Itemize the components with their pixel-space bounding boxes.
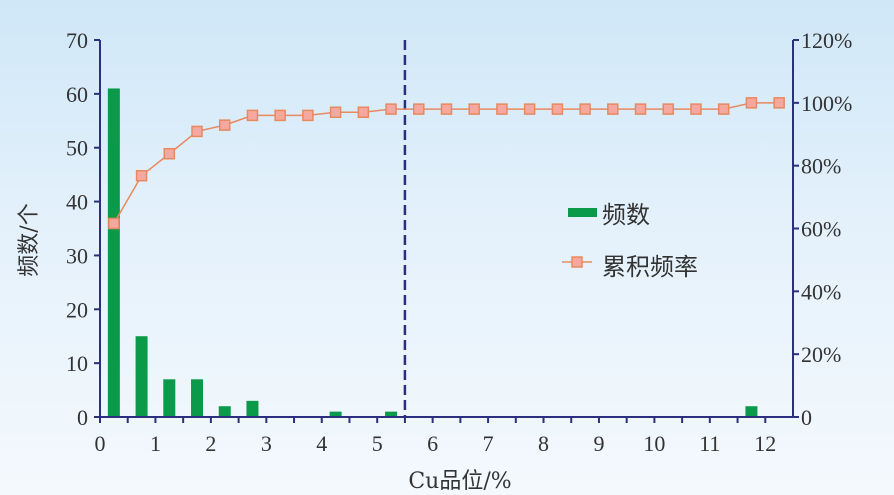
cumulative-point	[246, 109, 259, 122]
bar	[246, 400, 259, 417]
y2-tick-label: 60%	[801, 217, 841, 242]
cumulative-point	[135, 169, 148, 182]
y-axis-label: 频数/个	[17, 203, 42, 276]
x-tick-label: 12	[754, 431, 776, 456]
legend-bar-swatch	[568, 208, 597, 217]
bar	[745, 406, 758, 417]
x-axis-label: Cu品位/%	[408, 469, 511, 494]
cumulative-point	[551, 103, 564, 115]
y-tick-label: 50	[66, 136, 88, 161]
x-tick-label: 5	[372, 431, 383, 456]
cumulative-point	[690, 103, 702, 115]
cumulative-point	[607, 103, 619, 115]
cumulative-point	[773, 97, 785, 109]
x-tick-label: 2	[205, 431, 216, 456]
cumulative-point	[218, 119, 231, 131]
cumulative-point	[108, 217, 120, 230]
x-tick-label: 11	[699, 431, 720, 456]
y-tick-label: 0	[77, 405, 88, 430]
x-tick-label: 6	[427, 431, 438, 456]
y-tick-label: 70	[66, 28, 88, 53]
cumulative-point	[662, 103, 675, 115]
bar	[191, 379, 204, 417]
y2-tick-label: 0	[801, 405, 812, 430]
y2-tick-label: 100%	[801, 91, 852, 116]
cumulative-line	[113, 102, 780, 224]
cumulative-point	[745, 97, 758, 109]
bar	[163, 379, 176, 417]
cumulative-point	[274, 109, 286, 122]
x-tick-label: 8	[538, 431, 549, 456]
x-tick-label: 7	[483, 431, 494, 456]
cumulative-point	[357, 106, 370, 119]
y-tick-label: 20	[66, 297, 88, 322]
y-tick-label: 10	[66, 351, 88, 376]
legend-label-cumulative: 累积频率	[602, 253, 698, 281]
y-tick-label: 40	[66, 190, 88, 215]
cumulative-point	[579, 103, 591, 115]
y2-tick-label: 20%	[801, 342, 841, 367]
y2-tick-label: 80%	[801, 154, 841, 179]
x-tick-label: 1	[150, 431, 161, 456]
cumulative-point	[191, 125, 203, 138]
bar	[218, 406, 231, 417]
cumulative-point	[496, 103, 508, 115]
x-tick-label: 3	[261, 431, 272, 456]
bar	[385, 411, 398, 417]
x-tick-label: 4	[316, 431, 327, 456]
legend-label-frequency: 频数	[602, 201, 650, 229]
y2-tick-label: 40%	[801, 279, 841, 304]
cumulative-point	[634, 103, 647, 115]
cumulative-point	[468, 103, 480, 115]
cumulative-point	[163, 147, 176, 160]
y-tick-label: 60	[66, 82, 88, 107]
bar	[107, 88, 120, 417]
y2-tick-label: 120%	[801, 28, 852, 53]
x-tick-label: 0	[95, 431, 106, 456]
legend-marker-swatch	[571, 256, 583, 268]
bar	[135, 336, 148, 417]
x-tick-label: 10	[643, 431, 665, 456]
cumulative-point	[413, 103, 425, 115]
x-tick-label: 9	[593, 431, 604, 456]
y-tick-label: 30	[66, 243, 88, 268]
cumulative-point	[385, 103, 397, 115]
bar	[329, 411, 342, 417]
cumulative-point	[717, 103, 730, 115]
cumulative-point	[329, 106, 342, 119]
cumulative-point	[440, 103, 453, 115]
cumulative-point	[302, 109, 314, 122]
cumulative-point	[523, 103, 536, 115]
